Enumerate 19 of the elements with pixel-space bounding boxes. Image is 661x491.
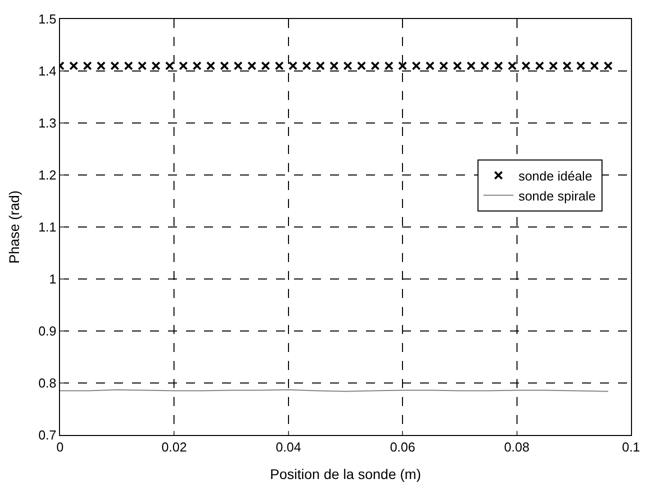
x-tick-label: 0.02 — [162, 440, 187, 455]
x-tick-label: 0.08 — [504, 440, 530, 455]
x-tick-label: 0.04 — [276, 440, 302, 455]
y-tick-label: 0.8 — [38, 376, 56, 391]
legend-label: sonde idéale — [518, 168, 592, 184]
y-axis-title: Phase (rad) — [6, 190, 22, 264]
y-tick-label: 1 — [49, 272, 56, 287]
x-tick-label: 0.06 — [390, 440, 416, 455]
x-axis-title: Position de la sonde (m) — [270, 466, 421, 482]
y-tick-label: 1.1 — [38, 220, 56, 235]
y-tick-label: 1.3 — [38, 116, 56, 131]
y-tick-label: 1.2 — [38, 168, 56, 183]
y-tick-label: 0.7 — [38, 428, 56, 443]
x-tick-label: 0 — [56, 440, 64, 455]
legend-label: sonde spirale — [518, 188, 596, 204]
y-tick-label: 1.4 — [38, 64, 56, 79]
x-tick-label: 0.1 — [622, 440, 640, 455]
y-tick-label: 0.9 — [38, 324, 56, 339]
y-tick-label: 1.5 — [38, 12, 56, 27]
